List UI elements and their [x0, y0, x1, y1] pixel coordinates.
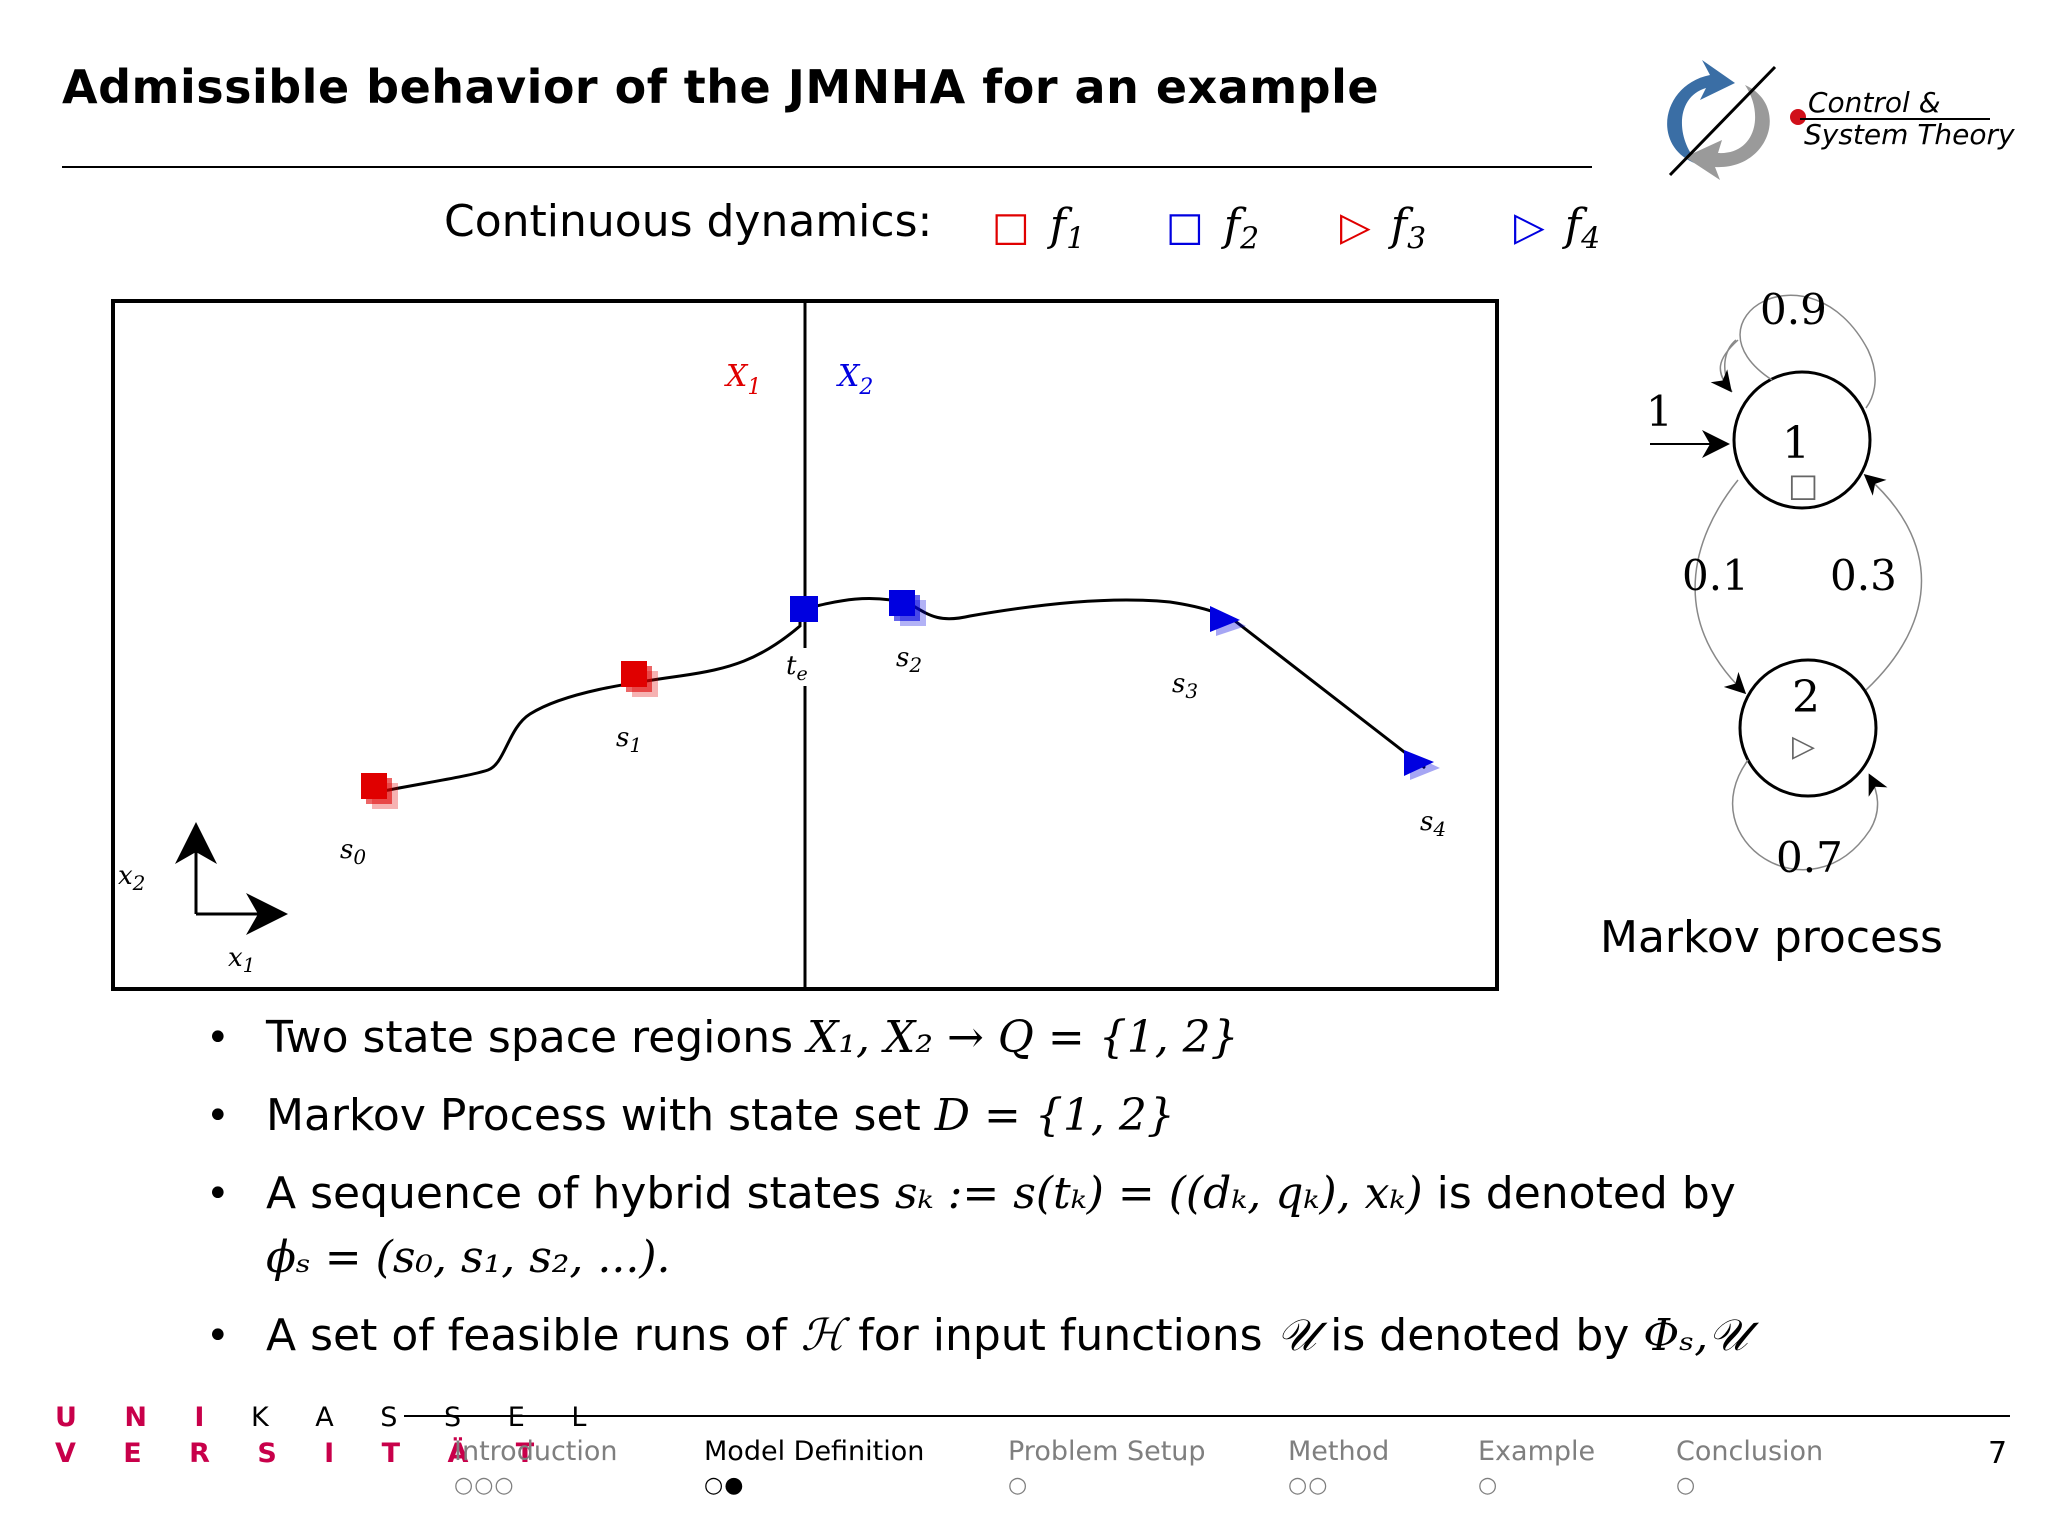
logo-diagonal: [1668, 65, 1777, 177]
trajectory-figure: X1 X2 te s0 s1 s2 s3 s4 x2 x1: [111, 299, 1499, 991]
nav-section-problem-setup[interactable]: Problem Setup ○: [1008, 1436, 1206, 1498]
nav-section-model-definition[interactable]: Model Definition ○●: [704, 1436, 925, 1498]
bullet-markov: Markov Process with state set D = {1, 2}: [200, 1084, 1900, 1148]
uni-logo-versitaet: V E R S I T Ä T: [55, 1438, 554, 1469]
legend-item-f3: ▷ f3: [1340, 196, 1426, 256]
bullet-list: Two state space regions X₁, X₂ → Q = {1,…: [200, 1006, 1900, 1382]
red-square-icon: □: [992, 204, 1030, 250]
edge-2-to-1: [1863, 474, 1923, 691]
red-triangle-icon: ▷: [1340, 204, 1371, 250]
logo-underline: [1800, 118, 1990, 120]
nav-section-conclusion[interactable]: Conclusion ○: [1676, 1436, 1824, 1498]
blue-square-icon: □: [1166, 204, 1204, 250]
uni-logo-kassel: K A S S E L: [250, 1402, 606, 1433]
bullet-hybrid-states: A sequence of hybrid states sₖ := s(tₖ) …: [200, 1162, 1900, 1290]
trajectory-curve: [377, 596, 1426, 794]
state-label-s1: s1: [616, 723, 642, 757]
nav-dots-conclusion[interactable]: ○: [1676, 1473, 1697, 1498]
footer-divider: [404, 1415, 2010, 1417]
title-divider: [62, 166, 1592, 168]
prob-2-to-1-label: 0.3: [1830, 551, 1897, 600]
uni-logo-uni: U N I: [55, 1402, 224, 1433]
legend-f1-sub: 1: [1066, 221, 1086, 257]
state-marker-te: [790, 596, 818, 622]
state-marker-s4: [1404, 750, 1440, 780]
region-label-x2: X2: [836, 359, 873, 400]
edge-1-to-2: [1694, 479, 1747, 695]
nav-dots-example[interactable]: ○: [1478, 1473, 1499, 1498]
markov-state-2: [1738, 658, 1878, 798]
markov-state-1-label: 1: [1782, 418, 1810, 469]
prob-self-2-label: 0.7: [1776, 833, 1843, 882]
logo-red-dot: [1790, 109, 1806, 125]
slide-title: Admissible behavior of the JMNHA for an …: [62, 60, 1380, 114]
markov-state-1-square-icon: □: [1788, 466, 1818, 504]
blue-triangle-icon: ▷: [1514, 204, 1545, 250]
state-marker-s3: [1210, 606, 1246, 636]
nav-dots-method[interactable]: ○○: [1288, 1473, 1329, 1498]
logo-text-control: Control &: [1808, 86, 1941, 119]
markov-state-2-label: 2: [1792, 672, 1820, 723]
nav-dots-model-definition[interactable]: ○●: [704, 1473, 745, 1498]
state-label-s4: s4: [1420, 807, 1446, 841]
markov-caption: Markov process: [1600, 912, 1943, 963]
bullet-feasible-runs: A set of feasible runs of ℋ for input fu…: [200, 1304, 1900, 1368]
legend-label: Continuous dynamics:: [444, 196, 933, 247]
state-label-s2: s2: [896, 643, 922, 677]
region-label-x1: X1: [724, 359, 761, 400]
legend-item-f1: □ f1: [992, 196, 1085, 256]
axis-label-x2: x2: [118, 861, 145, 895]
nav-section-method[interactable]: Method ○○: [1288, 1436, 1390, 1498]
logo-blue-arc: [1667, 60, 1735, 165]
logo-grey-arc: [1685, 85, 1770, 180]
loop-1-arrow: [1710, 339, 1739, 393]
nav-dots-problem-setup[interactable]: ○: [1008, 1473, 1029, 1498]
axis-label-x1: x1: [228, 943, 255, 977]
state-marker-s1: [621, 661, 658, 697]
legend-f3-sub: 3: [1407, 221, 1427, 257]
dynamics-legend: Continuous dynamics: □ f1 □ f2 ▷ f3 ▷ f4: [444, 196, 1644, 256]
legend-f4-sub: 4: [1581, 221, 1601, 257]
switch-time-label: te: [786, 651, 808, 685]
nav-dots-introduction[interactable]: ○○○: [454, 1473, 515, 1498]
university-logo: U N I K A S S E L V E R S I T Ä T: [55, 1400, 605, 1472]
control-system-theory-logo: [1667, 60, 1806, 180]
state-marker-s0: [361, 773, 398, 809]
self-loop-2: [1732, 759, 1888, 871]
nav-section-introduction[interactable]: Introduction ○○○: [454, 1436, 618, 1498]
state-label-s3: s3: [1172, 669, 1198, 703]
self-loop-1: [1739, 294, 1876, 409]
logo-text-system-theory: System Theory: [1804, 118, 2015, 151]
legend-f2-sub: 2: [1240, 221, 1260, 257]
legend-f2-name: f: [1223, 200, 1241, 251]
initial-prob-label: 1: [1646, 387, 1673, 436]
nav-section-example[interactable]: Example ○: [1478, 1436, 1596, 1498]
state-label-s0: s0: [340, 835, 366, 869]
legend-f1-name: f: [1049, 200, 1067, 251]
markov-state-2-triangle-icon: ▷: [1792, 729, 1815, 764]
page-number: 7: [1988, 1436, 2008, 1471]
markov-state-1: [1732, 370, 1872, 510]
state-marker-s2: [889, 590, 926, 626]
legend-f4-name: f: [1564, 200, 1582, 251]
prob-self-1-label: 0.9: [1760, 285, 1827, 334]
prob-1-to-2-label: 0.1: [1682, 551, 1749, 600]
section-navigation: Introduction ○○○ Model Definition ○● Pro…: [404, 1436, 2010, 1506]
legend-item-f4: ▷ f4: [1514, 196, 1600, 256]
markov-diagram: 1 □ 2 ▷ 1 0.9 0.1 0.3 0.7: [1646, 285, 1923, 882]
legend-f3-name: f: [1390, 200, 1408, 251]
legend-item-f2: □ f2: [1166, 196, 1259, 256]
bullet-regions: Two state space regions X₁, X₂ → Q = {1,…: [200, 1006, 1900, 1070]
te-label-background: [786, 648, 824, 686]
